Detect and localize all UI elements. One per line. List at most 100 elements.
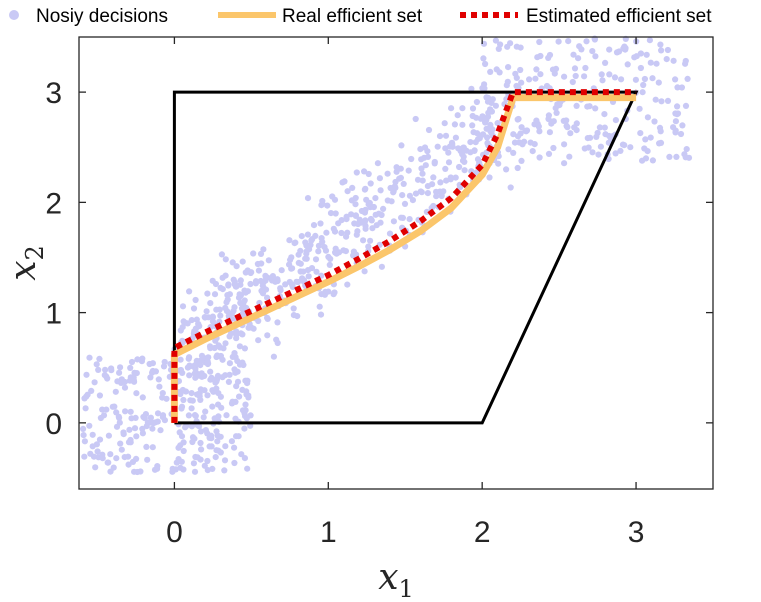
noisy-point bbox=[405, 167, 412, 174]
legend: Nosiy decisions Real efficient set Estim… bbox=[9, 6, 712, 27]
noisy-point bbox=[545, 150, 553, 157]
noisy-point bbox=[586, 103, 593, 110]
y-axis-label-subscript: 2 bbox=[21, 245, 49, 260]
noisy-point bbox=[90, 453, 98, 460]
noisy-point bbox=[677, 130, 685, 138]
noisy-point bbox=[367, 237, 374, 244]
noisy-point bbox=[518, 157, 525, 164]
noisy-point bbox=[134, 468, 141, 476]
noisy-point bbox=[616, 48, 623, 55]
noisy-point bbox=[81, 453, 88, 460]
noisy-point bbox=[492, 37, 499, 44]
noisy-point bbox=[338, 229, 345, 237]
noisy-point bbox=[331, 289, 338, 296]
noisy-point bbox=[565, 38, 572, 45]
noisy-point bbox=[264, 315, 271, 322]
noisy-point bbox=[682, 154, 689, 161]
noisy-point bbox=[641, 145, 648, 152]
noisy-point bbox=[218, 251, 225, 258]
noisy-point bbox=[327, 210, 335, 217]
noisy-point bbox=[344, 281, 351, 288]
noisy-point bbox=[447, 176, 454, 183]
noisy-point bbox=[430, 202, 437, 210]
noisy-point bbox=[83, 371, 90, 378]
noisy-point bbox=[597, 143, 605, 150]
x-axis-label: x1 bbox=[378, 557, 414, 602]
noisy-point bbox=[247, 324, 255, 331]
noisy-point bbox=[419, 170, 426, 177]
noisy-point bbox=[457, 184, 464, 191]
noisy-point bbox=[578, 46, 585, 53]
noisy-point bbox=[376, 175, 383, 182]
plot-area-frame bbox=[78, 36, 714, 490]
noisy-point bbox=[622, 46, 629, 53]
noisy-point bbox=[599, 77, 606, 84]
noisy-point bbox=[456, 163, 463, 171]
noisy-point bbox=[91, 379, 98, 386]
noisy-point bbox=[116, 369, 123, 376]
noisy-point bbox=[125, 453, 132, 460]
noisy-point bbox=[86, 422, 93, 429]
noisy-point bbox=[331, 228, 339, 235]
y-tick-label: 1 bbox=[45, 298, 62, 331]
noisy-point bbox=[204, 467, 211, 474]
noisy-point bbox=[399, 192, 406, 199]
noisy-point bbox=[494, 120, 501, 127]
noisy-point bbox=[445, 149, 452, 156]
noisy-point bbox=[536, 128, 543, 135]
noisy-point bbox=[401, 200, 409, 207]
noisy-point bbox=[208, 443, 215, 450]
noisy-point bbox=[242, 269, 249, 276]
noisy-point bbox=[637, 50, 645, 57]
noisy-point bbox=[348, 197, 355, 204]
noisy-point bbox=[684, 75, 691, 82]
noisy-point bbox=[507, 40, 514, 47]
noisy-point bbox=[461, 158, 468, 165]
noisy-point bbox=[211, 344, 218, 352]
noisy-point bbox=[309, 236, 316, 243]
noisy-point bbox=[473, 114, 480, 121]
noisy-point bbox=[236, 393, 243, 400]
noisy-point bbox=[226, 291, 233, 298]
noisy-point bbox=[300, 277, 308, 284]
noisy-point bbox=[611, 74, 619, 81]
noisy-point bbox=[469, 122, 476, 129]
noisy-point bbox=[362, 225, 369, 232]
noisy-point bbox=[632, 76, 640, 83]
noisy-point bbox=[242, 401, 249, 408]
noisy-point bbox=[304, 267, 312, 274]
noisy-point bbox=[532, 75, 539, 82]
noisy-point bbox=[127, 408, 134, 415]
noisy-point bbox=[545, 115, 552, 123]
noisy-point bbox=[682, 102, 690, 109]
noisy-point bbox=[666, 153, 673, 160]
noisy-point bbox=[202, 427, 209, 434]
noisy-point bbox=[424, 148, 431, 155]
noisy-point bbox=[229, 259, 236, 266]
noisy-point bbox=[341, 178, 348, 185]
noisy-point bbox=[323, 229, 330, 236]
noisy-point bbox=[519, 141, 526, 148]
noisy-point bbox=[363, 196, 370, 203]
noisy-point bbox=[274, 277, 281, 285]
noisy-point bbox=[177, 327, 184, 334]
noisy-point bbox=[207, 376, 214, 383]
noisy-point bbox=[596, 124, 604, 131]
noisy-point bbox=[96, 355, 103, 362]
noisy-point bbox=[141, 415, 148, 422]
x-tick-label: 3 bbox=[628, 516, 645, 549]
noisy-point bbox=[228, 438, 235, 445]
noisy-point bbox=[569, 78, 576, 86]
noisy-point bbox=[408, 155, 415, 163]
noisy-decisions-points bbox=[80, 35, 693, 476]
noisy-point bbox=[252, 278, 260, 285]
noisy-point bbox=[94, 448, 101, 455]
noisy-point bbox=[365, 170, 372, 178]
noisy-point bbox=[215, 413, 222, 420]
noisy-point bbox=[177, 366, 184, 374]
noisy-point bbox=[144, 456, 151, 463]
noisy-point bbox=[197, 439, 204, 447]
noisy-point bbox=[460, 144, 467, 151]
noisy-point bbox=[218, 404, 225, 411]
noisy-point bbox=[161, 417, 168, 424]
